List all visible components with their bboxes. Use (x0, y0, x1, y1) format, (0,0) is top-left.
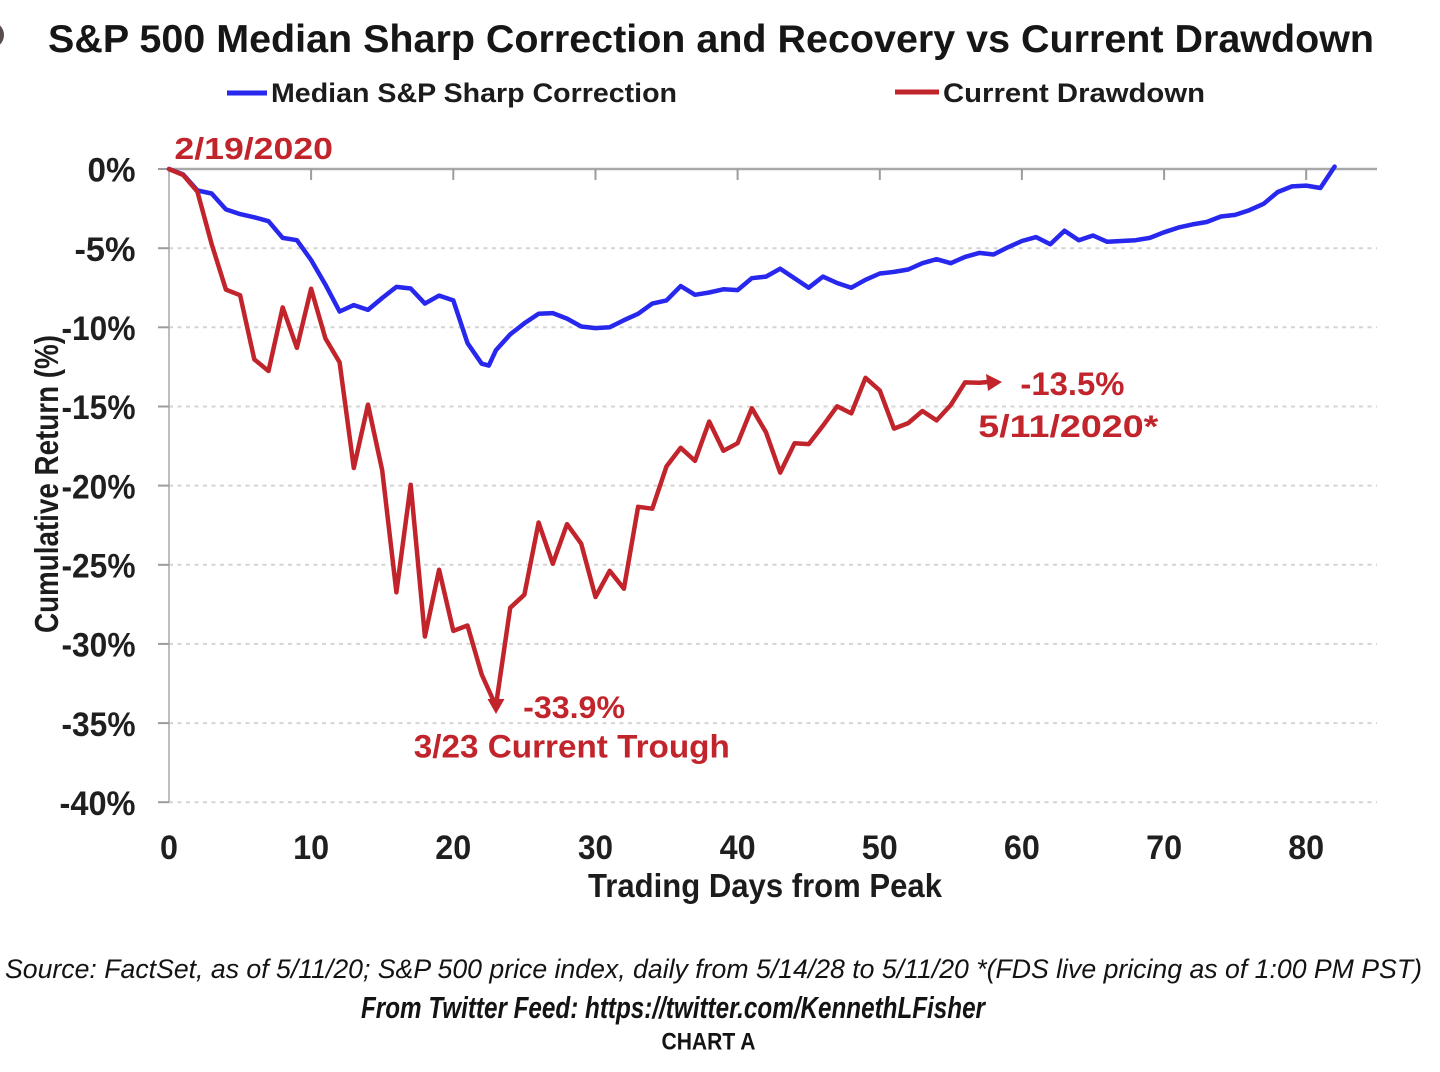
svg-text:40: 40 (720, 829, 756, 867)
svg-text:80: 80 (1288, 829, 1324, 867)
svg-text:-10%: -10% (62, 310, 136, 348)
svg-text:20: 20 (435, 829, 471, 867)
svg-text:From Twitter Feed: https://twi: From Twitter Feed: https://twitter.com/K… (361, 990, 987, 1025)
svg-text:60: 60 (1004, 829, 1040, 867)
svg-text:-35%: -35% (62, 706, 136, 744)
svg-text:30: 30 (578, 829, 613, 867)
svg-text:-33.9%: -33.9% (523, 689, 625, 725)
svg-text:10: 10 (293, 829, 329, 867)
svg-text:2/19/2020: 2/19/2020 (174, 131, 333, 166)
svg-text:CHART A: CHART A (662, 1029, 756, 1056)
svg-text:Median S&P Sharp Correction: Median S&P Sharp Correction (271, 78, 677, 108)
svg-text:Trading Days from Peak: Trading Days from Peak (588, 867, 943, 904)
svg-text:0: 0 (160, 829, 178, 867)
svg-text:0%: 0% (88, 152, 136, 190)
svg-text:3/23 Current Trough: 3/23 Current Trough (414, 729, 730, 765)
svg-text:-15%: -15% (62, 389, 136, 427)
svg-text:Cumulative Return (%): Cumulative Return (%) (28, 335, 65, 633)
svg-text:50: 50 (862, 829, 898, 867)
svg-text:70: 70 (1146, 829, 1182, 867)
svg-text:-13.5%: -13.5% (1020, 366, 1124, 402)
svg-text:-25%: -25% (62, 548, 136, 586)
svg-text:-40%: -40% (60, 785, 136, 823)
svg-text:Source: FactSet, as of 5/11/2: Source: FactSet, as of 5/11/20; S&P 500 … (5, 954, 1422, 984)
svg-text:S&P 500 Median Sharp Correctio: S&P 500 Median Sharp Correction and Reco… (48, 18, 1374, 61)
svg-text:Current Drawdown: Current Drawdown (943, 78, 1205, 108)
svg-text:-30%: -30% (62, 627, 136, 665)
svg-text:5/11/2020*: 5/11/2020* (978, 408, 1159, 444)
svg-text:-20%: -20% (62, 468, 136, 506)
svg-text:-5%: -5% (75, 231, 136, 269)
